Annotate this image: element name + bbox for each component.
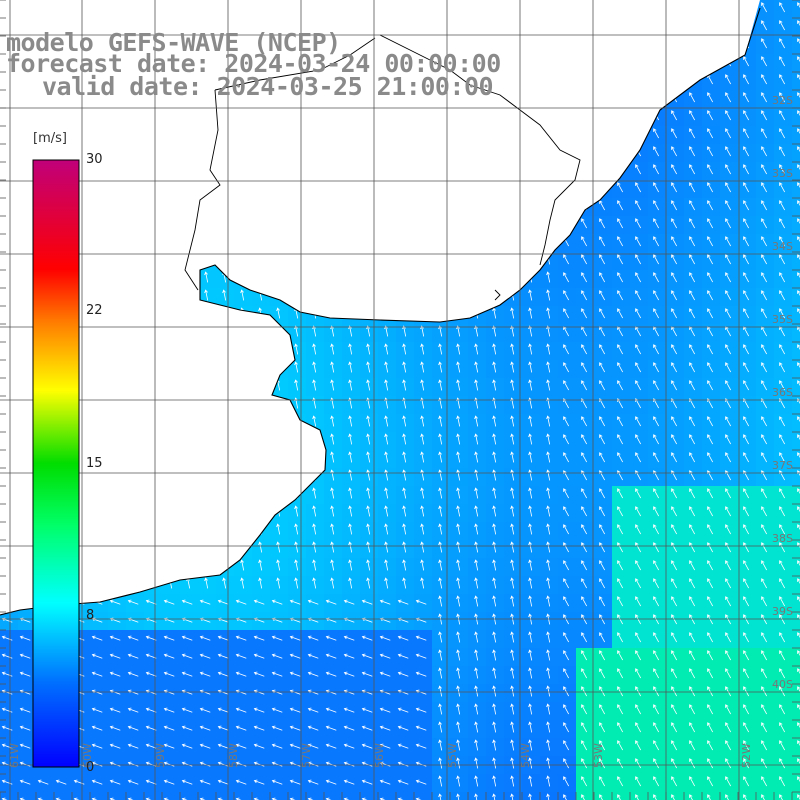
title-forecast-date: forecast date: 2024-03-24 00:00:00 [6,49,501,78]
lat-label-39S: 39S [772,605,793,618]
lat-label-35S: 35S [772,313,793,326]
lat-label-37S: 37S [772,459,793,472]
lon-label-52W: 52W [740,743,753,768]
lat-label-32S: 32S [772,94,793,107]
lat-label-40S: 40S [772,678,793,691]
lon-label-53W: 53W [592,743,605,768]
colorbar-tick-8: 8 [86,608,95,623]
lon-label-60W: 60W [81,743,94,768]
colorbar [32,159,80,768]
lon-labels: 61W 60W 59W 58W 57W 56W 55W 54W 53W 52W [8,743,753,768]
lon-label-59W: 59W [154,743,167,768]
lat-label-38S: 38S [772,532,793,545]
colorbar-unit: [m/s] [33,131,67,146]
lon-label-55W: 55W [446,743,459,768]
title-model: modelo GEFS-WAVE (NCEP) [6,28,341,57]
lon-label-56W: 56W [373,743,386,768]
colorbar-tick-30: 30 [86,152,103,167]
land-mask [0,0,760,615]
lon-label-54W: 54W [519,743,532,768]
colorbar-tick-15: 15 [86,456,103,471]
border-lines [184,34,581,301]
lon-label-57W: 57W [300,743,313,768]
lat-label-36S: 36S [772,386,793,399]
colorbar-fill [32,159,80,768]
coastline [0,7,761,616]
lat-label-34S: 34S [772,240,793,253]
colorbar-tick-22: 22 [86,303,103,318]
lon-label-61W: 61W [8,743,21,768]
colorbar-tick-0: 0 [86,760,95,775]
lat-labels: 32S 33S 34S 35S 36S 37S 38S 39S 40S [772,94,793,691]
title-valid-date: valid date: 2024-03-25 21:00:00 [42,72,494,101]
lon-label-58W: 58W [227,743,240,768]
lat-label-33S: 33S [772,167,793,180]
